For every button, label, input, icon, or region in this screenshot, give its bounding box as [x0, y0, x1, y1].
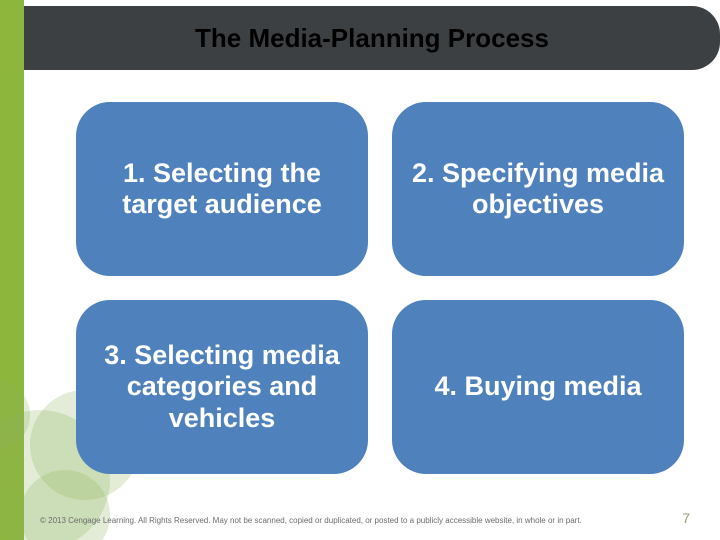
page-title: The Media-Planning Process: [195, 23, 549, 54]
title-band: The Media-Planning Process: [24, 6, 720, 70]
process-card-label: 2. Specifying media objectives: [392, 158, 684, 220]
page-number: 7: [682, 510, 690, 526]
copyright-text: © 2013 Cengage Learning. All Rights Rese…: [40, 516, 582, 525]
process-card-label: 4. Buying media: [416, 371, 659, 402]
footer: © 2013 Cengage Learning. All Rights Rese…: [40, 510, 690, 526]
process-card-4: 4. Buying media: [392, 300, 684, 474]
process-card-label: 3. Selecting media categories and vehicl…: [76, 340, 368, 433]
process-card-label: 1. Selecting the target audience: [76, 158, 368, 220]
process-card-1: 1. Selecting the target audience: [76, 102, 368, 276]
process-card-2: 2. Specifying media objectives: [392, 102, 684, 276]
process-grid: 1. Selecting the target audience 2. Spec…: [70, 96, 690, 480]
process-card-3: 3. Selecting media categories and vehicl…: [76, 300, 368, 474]
